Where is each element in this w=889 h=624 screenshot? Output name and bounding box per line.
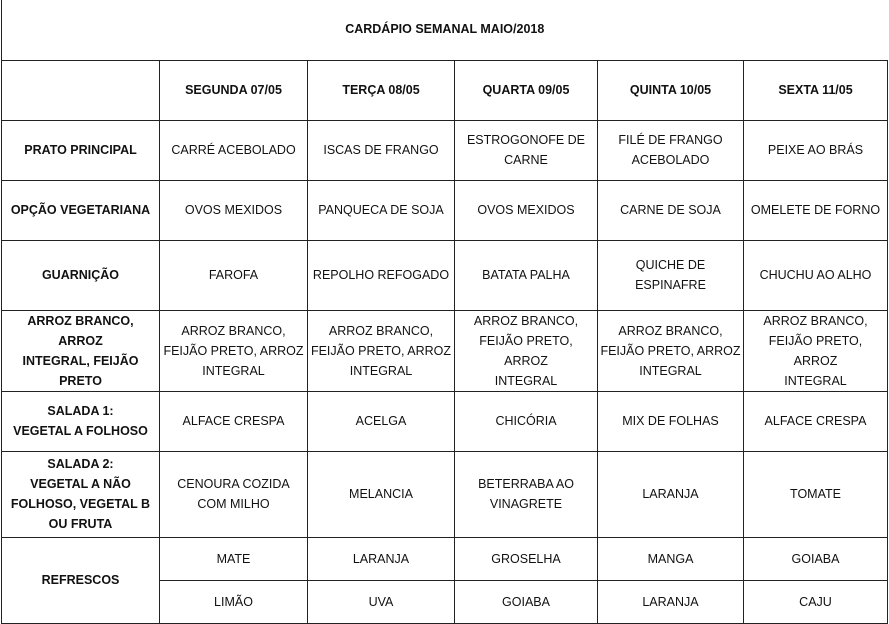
- menu-cell: LARANJA: [597, 450, 744, 538]
- menu-cell: PANQUECA DE SOJA: [307, 179, 455, 241]
- menu-cell: ARROZ BRANCO, FEIJÃO PRETO, ARROZ INTEGR…: [307, 309, 455, 392]
- menu-cell: LARANJA: [597, 579, 744, 624]
- day-header: QUARTA 09/05: [454, 59, 598, 121]
- menu-cell: GOIABA: [743, 536, 888, 581]
- menu-cell: REPOLHO REFOGADO: [307, 239, 455, 311]
- menu-row: ARROZ BRANCO, ARROZ INTEGRAL, FEIJÃO PRE…: [1, 309, 888, 392]
- menu-cell: ISCAS DE FRANGO: [307, 119, 455, 181]
- menu-cell: ESTROGONOFE DE CARNE: [454, 119, 598, 181]
- menu-cell: ARROZ BRANCO, FEIJÃO PRETO, ARROZ INTEGR…: [454, 309, 598, 392]
- menu-cell: ALFACE CRESPA: [743, 390, 888, 452]
- menu-cell: GOIABA: [454, 579, 598, 624]
- menu-cell: BATATA PALHA: [454, 239, 598, 311]
- menu-cell: GROSELHA: [454, 536, 598, 581]
- menu-cell: OMELETE DE FORNO: [743, 179, 888, 241]
- day-header: SEGUNDA 07/05: [159, 59, 308, 121]
- row-label: SALADA 1: VEGETAL A FOLHOSO: [1, 390, 160, 452]
- menu-cell: CHICÓRIA: [454, 390, 598, 452]
- menu-cell: MELANCIA: [307, 450, 455, 538]
- row-label: PRATO PRINCIPAL: [1, 119, 160, 181]
- menu-cell: ACELGA: [307, 390, 455, 452]
- menu-cell: OVOS MEXIDOS: [454, 179, 598, 241]
- menu-title: CARDÁPIO SEMANAL MAIO/2018: [1, 0, 888, 61]
- menu-row: SALADA 1: VEGETAL A FOLHOSO ALFACE CRESPA…: [1, 390, 888, 452]
- menu-cell: QUICHE DE ESPINAFRE: [597, 239, 744, 311]
- menu-cell: MIX DE FOLHAS: [597, 390, 744, 452]
- menu-cell: ALFACE CRESPA: [159, 390, 308, 452]
- day-header: TERÇA 08/05: [307, 59, 455, 121]
- menu-cell: TOMATE: [743, 450, 888, 538]
- menu-cell: CARNE DE SOJA: [597, 179, 744, 241]
- menu-row: GUARNIÇÃO FAROFA REPOLHO REFOGADO BATATA PA…: [1, 239, 888, 311]
- menu-cell: ARROZ BRANCO, FEIJÃO PRETO, ARROZ INTEGR…: [159, 309, 308, 392]
- menu-cell: FILÉ DE FRANGO ACEBOLADO: [597, 119, 744, 181]
- row-label-refrescos: REFRESCOS: [1, 536, 160, 624]
- menu-cell: ARROZ BRANCO, FEIJÃO PRETO, ARROZ INTEGR…: [743, 309, 888, 392]
- menu-row: OPÇÃO VEGETARIANA OVOS MEXIDOS PANQUECA DE…: [1, 179, 888, 241]
- day-header: QUINTA 10/05: [597, 59, 744, 121]
- row-label: GUARNIÇÃO: [1, 239, 160, 311]
- menu-cell: CENOURA COZIDA COM MILHO: [159, 450, 308, 538]
- menu-cell: CAJU: [743, 579, 888, 624]
- menu-cell: BETERRABA AO VINAGRETE: [454, 450, 598, 538]
- menu-cell: LIMÃO: [159, 579, 308, 624]
- menu-cell: CHUCHU AO ALHO: [743, 239, 888, 311]
- row-label: OPÇÃO VEGETARIANA: [1, 179, 160, 241]
- menu-cell: MATE: [159, 536, 308, 581]
- menu-cell: UVA: [307, 579, 455, 624]
- menu-cell: CARRÉ ACEBOLADO: [159, 119, 308, 181]
- menu-cell: ARROZ BRANCO, FEIJÃO PRETO, ARROZ INTEGR…: [597, 309, 744, 392]
- row-label: SALADA 2: VEGETAL A NÃO FOLHOSO, VEGETAL…: [1, 450, 160, 538]
- menu-cell: PEIXE AO BRÁS: [743, 119, 888, 181]
- menu-cell: OVOS MEXIDOS: [159, 179, 308, 241]
- menu-cell: MANGA: [597, 536, 744, 581]
- menu-cell: LARANJA: [307, 536, 455, 581]
- menu-cell: FAROFA: [159, 239, 308, 311]
- menu-row: PRATO PRINCIPAL CARRÉ ACEBOLADO ISCAS DE F…: [1, 119, 888, 181]
- day-header: SEXTA 11/05: [743, 59, 888, 121]
- menu-row: SALADA 2: VEGETAL A NÃO FOLHOSO, VEGETAL…: [1, 450, 888, 538]
- row-label: ARROZ BRANCO, ARROZ INTEGRAL, FEIJÃO PRE…: [1, 309, 160, 392]
- corner-cell: [1, 59, 160, 121]
